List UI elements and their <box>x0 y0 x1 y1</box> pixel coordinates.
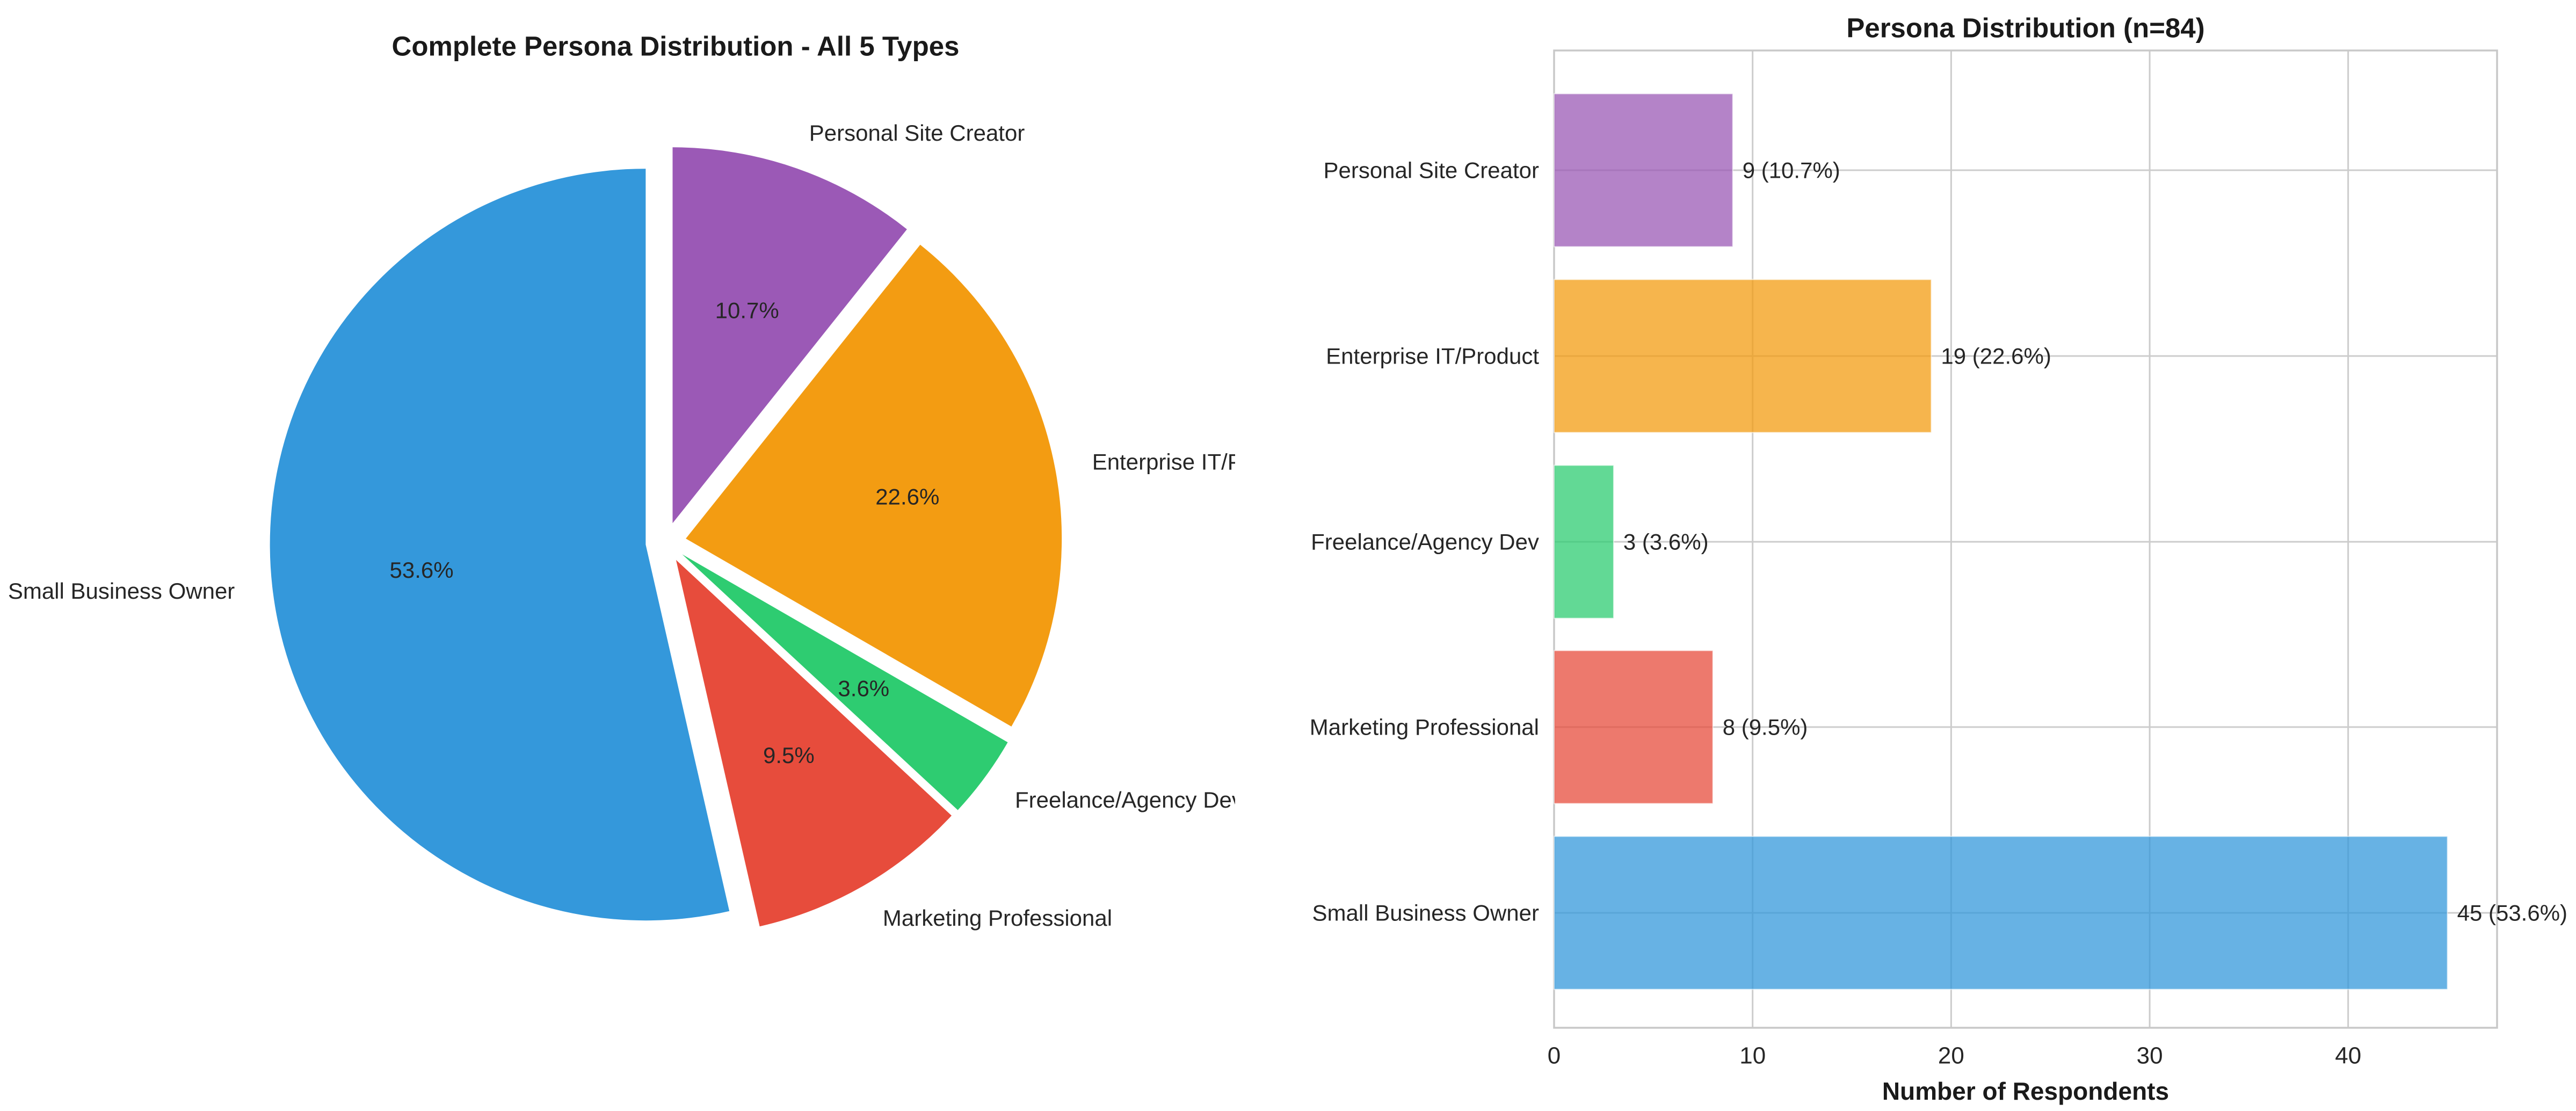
pie-category-label-personal-site-creator: Personal Site Creator <box>809 120 1025 146</box>
bar-value-label-small-business-owner: 45 (53.6%) <box>2457 901 2567 926</box>
bar-enterprise-it-product <box>1554 279 1932 433</box>
bar-marketing-professional <box>1554 650 1714 804</box>
y-tick-label-personal-site-creator: Personal Site Creator <box>1323 158 1539 183</box>
bar-chart-title: Persona Distribution (n=84) <box>1846 12 2205 43</box>
pie-percent-label-marketing-professional: 9.5% <box>763 743 815 768</box>
pie-chart: 10.7% Personal Site Creator 22.6% Enterpris… <box>8 120 1235 931</box>
pie-percent-label-freelance-agency-dev: 3.6% <box>838 676 889 701</box>
bar-value-label-enterprise-it-product: 19 (22.6%) <box>1941 344 2051 369</box>
x-tick-label-10: 10 <box>1739 1043 1766 1069</box>
bar-value-label-freelance-agency-dev: 3 (3.6%) <box>1623 529 1709 555</box>
bar-freelance-agency-dev <box>1554 464 1614 619</box>
bar-value-label-marketing-professional: 8 (9.5%) <box>1723 715 1808 740</box>
x-axis-label: Number of Respondents <box>1882 1077 2169 1105</box>
pie-category-label-freelance-agency-dev: Freelance/Agency Dev <box>1015 787 1235 812</box>
bar-chart-panel: Persona Distribution (n=84) 9 (10.7%) Per… <box>1235 0 2576 1111</box>
y-tick-label-small-business-owner: Small Business Owner <box>1312 901 1539 926</box>
pie-percent-label-personal-site-creator: 10.7% <box>715 297 779 323</box>
y-tick-label-marketing-professional: Marketing Professional <box>1310 715 1539 740</box>
pie-percent-label-small-business-owner: 53.6% <box>390 557 454 583</box>
bar-value-label-personal-site-creator: 9 (10.7%) <box>1743 158 1840 183</box>
x-tick-label-0: 0 <box>1548 1043 1561 1069</box>
pie-chart-title: Complete Persona Distribution - All 5 Ty… <box>391 31 960 62</box>
pie-category-label-enterprise-it-product: Enterprise IT/Product <box>1092 449 1235 474</box>
pie-slice-freelance-agency-dev <box>682 554 1008 810</box>
x-tick-label-40: 40 <box>2335 1043 2361 1069</box>
pie-category-label-marketing-professional: Marketing Professional <box>883 905 1112 931</box>
pie-category-label-small-business-owner: Small Business Owner <box>8 578 235 604</box>
bar-chart: 9 (10.7%) Personal Site Creator 19 (22.6%)… <box>1310 49 2567 1069</box>
y-tick-label-enterprise-it-product: Enterprise IT/Product <box>1326 344 1539 369</box>
bar-small-business-owner <box>1554 836 2448 990</box>
pie-slice-enterprise-it-product <box>686 244 1062 727</box>
pie-slice-marketing-professional <box>676 560 952 927</box>
pie-percent-label-enterprise-it-product: 22.6% <box>875 484 939 509</box>
x-tick-label-30: 30 <box>2137 1043 2163 1069</box>
pie-slice-personal-site-creator <box>672 147 907 524</box>
pie-slice-small-business-owner <box>270 169 730 921</box>
pie-chart-panel: Complete Persona Distribution - All 5 Ty… <box>0 0 1235 1111</box>
x-tick-label-20: 20 <box>1938 1043 1964 1069</box>
bar-personal-site-creator <box>1554 93 1733 248</box>
y-tick-label-freelance-agency-dev: Freelance/Agency Dev <box>1311 529 1539 555</box>
